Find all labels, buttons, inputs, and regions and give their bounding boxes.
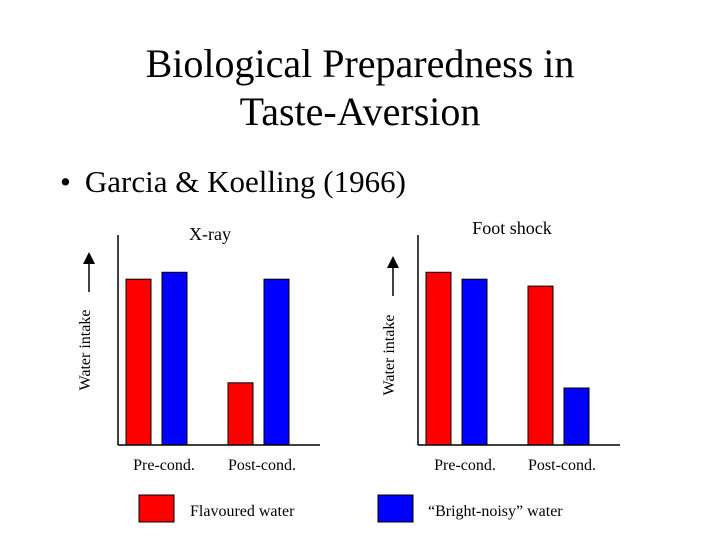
bullet-item: • Garcia & Koelling (1966) — [60, 164, 406, 200]
bar-bright-noisy-pre — [161, 271, 188, 446]
y-axis-label: Water intake — [381, 315, 398, 396]
category-label-pre: Pre-cond. — [133, 457, 195, 474]
legend-label-flavoured: Flavoured water — [190, 503, 295, 520]
category-label-post: Post-cond. — [528, 457, 596, 474]
bar-flavoured-post — [227, 382, 254, 446]
chart-title: Foot shock — [472, 218, 552, 238]
legend-swatch-flavoured — [138, 494, 175, 523]
bullet-text: Garcia & Koelling (1966) — [84, 164, 406, 199]
legend-swatch-bright-noisy — [377, 494, 414, 523]
slide-title: Biological Preparedness in Taste-Aversio… — [0, 40, 720, 136]
slide-title-line-2: Taste-Aversion — [239, 89, 481, 134]
bar-bright-noisy-post — [263, 278, 290, 446]
bar-flavoured-pre — [125, 278, 152, 446]
chart-title: X-ray — [189, 224, 231, 244]
legend-label-bright-noisy: “Bright-noisy” water — [428, 503, 563, 520]
bar-flavoured-pre — [425, 271, 452, 446]
slide-title-line-1: Biological Preparedness in — [145, 41, 575, 86]
category-label-pre: Pre-cond. — [434, 457, 496, 474]
category-label-post: Post-cond. — [228, 457, 296, 474]
bullet-symbol: • — [60, 164, 71, 199]
y-axis-label: Water intake — [77, 310, 94, 391]
bar-flavoured-post — [527, 285, 554, 446]
bar-bright-noisy-post — [563, 387, 590, 446]
bar-bright-noisy-pre — [461, 278, 488, 446]
